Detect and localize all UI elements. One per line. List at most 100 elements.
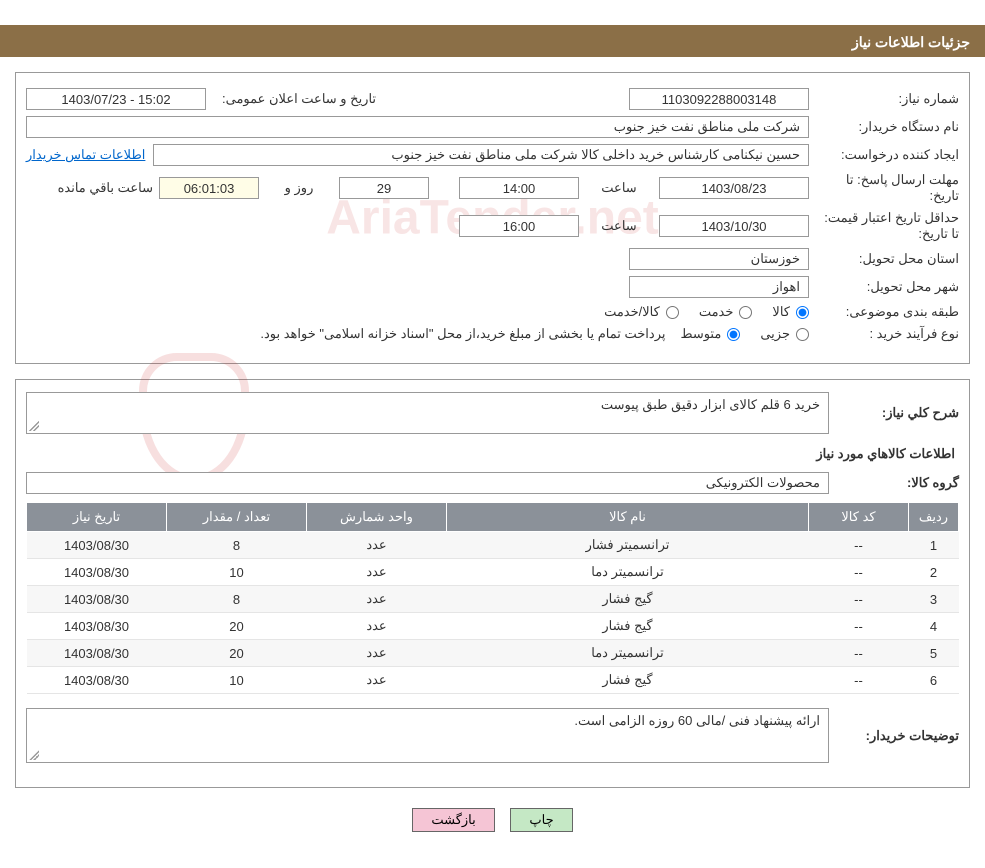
table-cell: 1403/08/30 <box>27 667 167 694</box>
time-label-1: ساعت <box>579 180 659 196</box>
table-cell: 20 <box>167 613 307 640</box>
table-row: 2--ترانسمیتر دماعدد101403/08/30 <box>27 559 959 586</box>
desc-text: خرید 6 قلم کالای ابزار دقیق طبق پیوست <box>601 397 820 412</box>
page-title-bar: جزئیات اطلاعات نیاز <box>0 28 985 57</box>
table-cell: گیج فشار <box>447 667 809 694</box>
row-purchase-type: نوع فرآیند خرید : جزیی متوسط پرداخت تمام… <box>26 326 959 342</box>
city-field: اهواز <box>629 276 809 298</box>
radio-medium-input[interactable] <box>727 328 740 341</box>
items-table: ردیف کد کالا نام کالا واحد شمارش تعداد /… <box>26 502 959 694</box>
table-cell: گیج فشار <box>447 613 809 640</box>
table-cell: 1403/08/30 <box>27 532 167 559</box>
table-cell: 4 <box>909 613 959 640</box>
requester-label: ایجاد کننده درخواست: <box>809 147 959 163</box>
purchase-type-radio-group: جزیی متوسط <box>680 326 809 342</box>
province-label: استان محل تحویل: <box>809 251 959 267</box>
table-row: 4--گیج فشارعدد201403/08/30 <box>27 613 959 640</box>
row-price-validity: حداقل تاریخ اعتبار قیمت: تا تاریخ: 1403/… <box>26 210 959 242</box>
table-cell: 1403/08/30 <box>27 640 167 667</box>
table-cell: -- <box>809 613 909 640</box>
top-bar <box>0 0 985 28</box>
table-cell: -- <box>809 559 909 586</box>
radio-goods[interactable]: کالا <box>772 304 809 320</box>
radio-goods-service[interactable]: کالا/خدمت <box>604 304 679 320</box>
row-deadline: مهلت ارسال پاسخ: تا تاریخ: 1403/08/23 سا… <box>26 172 959 204</box>
announce-field: 15:02 - 1403/07/23 <box>26 88 206 110</box>
print-button[interactable]: چاپ <box>510 808 572 832</box>
row-buyer-notes: توضیحات خریدار: ارائه پیشنهاد فنی /مالی … <box>26 708 959 763</box>
table-cell: گیج فشار <box>447 586 809 613</box>
table-cell: 20 <box>167 640 307 667</box>
radio-partial-input[interactable] <box>796 328 809 341</box>
table-cell: 1403/08/30 <box>27 586 167 613</box>
table-cell: 1403/08/30 <box>27 559 167 586</box>
table-cell: -- <box>809 532 909 559</box>
radio-service[interactable]: خدمت <box>699 304 753 320</box>
radio-goods-input[interactable] <box>796 306 809 319</box>
table-cell: عدد <box>307 667 447 694</box>
th-code: کد کالا <box>809 503 909 532</box>
desc-textarea[interactable]: خرید 6 قلم کالای ابزار دقیق طبق پیوست <box>26 392 829 434</box>
row-requester: ایجاد کننده درخواست: حسین نیکنامی کارشنا… <box>26 144 959 166</box>
province-field: خوزستان <box>629 248 809 270</box>
table-cell: 2 <box>909 559 959 586</box>
radio-medium[interactable]: متوسط <box>680 326 740 342</box>
radio-goods-service-input[interactable] <box>666 306 679 319</box>
requester-field: حسین نیکنامی کارشناس خرید داخلی کالا شرک… <box>153 144 809 166</box>
row-desc: شرح کلي نياز: خرید 6 قلم کالای ابزار دقی… <box>26 392 959 434</box>
th-unit: واحد شمارش <box>307 503 447 532</box>
resize-handle-icon[interactable] <box>29 421 39 431</box>
table-cell: 1 <box>909 532 959 559</box>
table-cell: -- <box>809 667 909 694</box>
radio-goods-service-label: کالا/خدمت <box>604 304 660 320</box>
radio-service-input[interactable] <box>739 306 752 319</box>
th-name: نام کالا <box>447 503 809 532</box>
th-row: ردیف <box>909 503 959 532</box>
table-row: 6--گیج فشارعدد101403/08/30 <box>27 667 959 694</box>
table-cell: 10 <box>167 559 307 586</box>
table-cell: 3 <box>909 586 959 613</box>
items-section-title: اطلاعات کالاهاي مورد نياز <box>30 446 955 462</box>
table-cell: عدد <box>307 613 447 640</box>
table-cell: ترانسمیتر دما <box>447 640 809 667</box>
deadline-date-field: 1403/08/23 <box>659 177 809 199</box>
table-cell: عدد <box>307 559 447 586</box>
days-label: روز و <box>259 180 339 196</box>
price-validity-time-field: 16:00 <box>459 215 579 237</box>
table-cell: 1403/08/30 <box>27 613 167 640</box>
city-label: شهر محل تحویل: <box>809 279 959 295</box>
purchase-type-label: نوع فرآیند خرید : <box>809 326 959 342</box>
details-panel: شرح کلي نياز: خرید 6 قلم کالای ابزار دقی… <box>15 379 970 788</box>
group-label: گروه کالا: <box>829 475 959 491</box>
table-row: 5--ترانسمیتر دماعدد201403/08/30 <box>27 640 959 667</box>
table-cell: ترانسمیتر فشار <box>447 532 809 559</box>
price-validity-date-field: 1403/10/30 <box>659 215 809 237</box>
radio-partial[interactable]: جزیی <box>760 326 809 342</box>
back-button[interactable]: بازگشت <box>412 808 494 832</box>
resize-handle-icon[interactable] <box>29 750 39 760</box>
table-cell: -- <box>809 640 909 667</box>
row-city: شهر محل تحویل: اهواز <box>26 276 959 298</box>
timer-trail: ساعت باقي مانده <box>58 180 153 196</box>
table-cell: 10 <box>167 667 307 694</box>
table-row: 3--گیج فشارعدد81403/08/30 <box>27 586 959 613</box>
buyer-notes-label: توضیحات خریدار: <box>829 728 959 744</box>
table-cell: عدد <box>307 532 447 559</box>
radio-service-label: خدمت <box>699 304 734 320</box>
category-label: طبقه بندی موضوعی: <box>809 304 959 320</box>
buyer-notes-textarea[interactable]: ارائه پیشنهاد فنی /مالی 60 روزه الزامی ا… <box>26 708 829 763</box>
table-cell: عدد <box>307 586 447 613</box>
table-row: 1--ترانسمیتر فشارعدد81403/08/30 <box>27 532 959 559</box>
row-category: طبقه بندی موضوعی: کالا خدمت کالا/خدمت <box>26 304 959 320</box>
contact-link[interactable]: اطلاعات تماس خریدار <box>26 147 145 163</box>
price-validity-label: حداقل تاریخ اعتبار قیمت: تا تاریخ: <box>809 210 959 242</box>
row-province: استان محل تحویل: خوزستان <box>26 248 959 270</box>
need-number-field: 1103092288003148 <box>629 88 809 110</box>
th-qty: تعداد / مقدار <box>167 503 307 532</box>
countdown-timer: 06:01:03 <box>159 177 259 199</box>
need-number-label: شماره نیاز: <box>809 91 959 107</box>
page-title: جزئیات اطلاعات نیاز <box>852 34 970 50</box>
table-header-row: ردیف کد کالا نام کالا واحد شمارش تعداد /… <box>27 503 959 532</box>
radio-medium-label: متوسط <box>680 326 721 342</box>
table-cell: 8 <box>167 586 307 613</box>
